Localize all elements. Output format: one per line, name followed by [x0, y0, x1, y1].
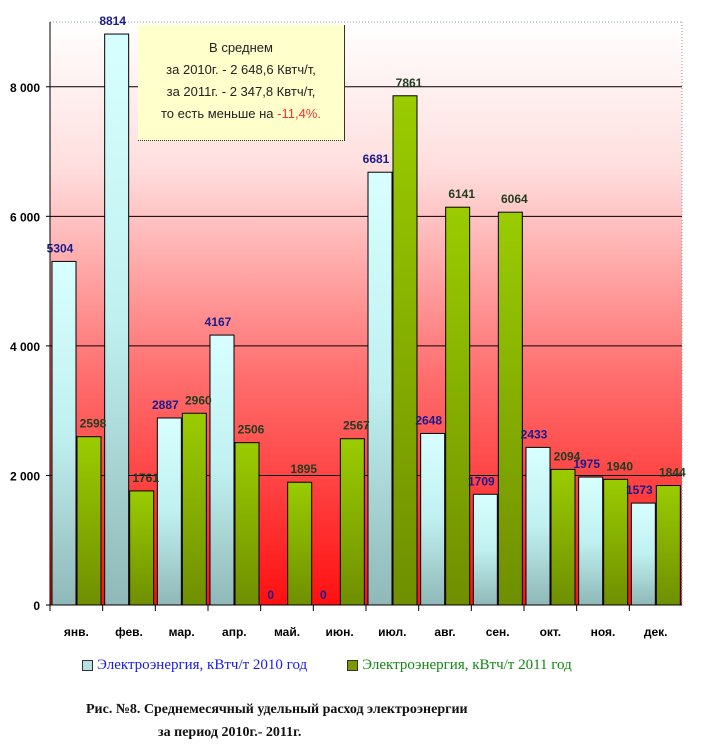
data-label-2011: 6064	[501, 192, 528, 206]
average-annotation: В среднем за 2010г. - 2 648,6 Квтч/т, за…	[138, 25, 345, 141]
bar-2011	[287, 481, 313, 606]
data-label-2011: 2567	[343, 419, 370, 433]
x-tick-label: янв.	[64, 625, 89, 639]
x-tick-label: апр.	[222, 625, 247, 639]
bar-2011	[392, 95, 418, 606]
data-label-2011: 2960	[185, 393, 212, 407]
note-percent: -11,4%.	[277, 106, 321, 121]
x-tick-label: мар.	[169, 625, 195, 639]
caption-line-2: за период 2010г.- 2011г.	[158, 725, 302, 740]
figure-caption: Рис. №8. Среднемесячный удельный расход …	[86, 698, 468, 744]
bar-2010	[367, 171, 393, 606]
bar-2011	[603, 478, 629, 606]
x-tick-label: авг.	[434, 625, 455, 639]
x-tick-label: сен.	[486, 625, 510, 639]
data-label-2010: 0	[267, 588, 274, 602]
data-label-2010: 6681	[363, 152, 390, 166]
x-tick-label: окт.	[540, 625, 562, 639]
y-tick-label: 8 000	[10, 81, 40, 95]
legend: Электроэнергия, кВтч/т 2010 год Электроэ…	[60, 652, 620, 678]
x-tick-label: май.	[274, 625, 300, 639]
data-label-2010: 0	[320, 588, 327, 602]
data-label-2011: 1844	[659, 466, 686, 480]
note-line: за 2011г. - 2 347,8 Квтч/т,	[166, 84, 316, 99]
bar-2011	[445, 206, 471, 606]
data-label-2011: 2598	[80, 417, 107, 431]
bar-2010	[472, 493, 498, 606]
legend-swatch-2010	[82, 659, 93, 671]
data-label-2011: 2094	[554, 449, 581, 463]
bar-2010	[630, 502, 656, 606]
note-prefix: то есть меньше на	[161, 106, 278, 121]
data-label-2010: 1709	[468, 474, 495, 488]
bar-2011	[655, 485, 681, 606]
bar-2010	[209, 334, 235, 606]
bar-2010	[156, 417, 182, 606]
legend-item-2010: Электроэнергия, кВтч/т 2010 год	[82, 657, 307, 674]
data-label-2011: 7861	[396, 76, 423, 90]
bar-2010	[104, 33, 130, 606]
bar-2011	[497, 211, 523, 606]
bar-2011	[550, 468, 576, 606]
data-label-2010: 2648	[415, 413, 442, 427]
x-tick-label: ноя.	[591, 625, 616, 639]
note-line: В среднем	[209, 40, 273, 55]
data-label-2011: 1761	[132, 471, 159, 485]
x-tick-label: фев.	[115, 625, 143, 639]
y-tick-label: 6 000	[10, 210, 40, 224]
data-label-2011: 2506	[238, 423, 265, 437]
legend-swatch-2011	[347, 659, 359, 671]
bar-2011	[76, 436, 102, 606]
legend-item-2011: Электроэнергия, кВтч/т 2011 год	[347, 657, 572, 674]
data-label-2010: 2887	[152, 398, 179, 412]
y-tick-label: 2 000	[10, 469, 40, 483]
data-label-2010: 8814	[99, 14, 126, 28]
note-line: за 2010г. - 2 648,6 Квтч/т,	[166, 62, 316, 77]
bar-2011	[234, 442, 260, 606]
data-label-2011: 6141	[448, 187, 475, 201]
bar-2010	[578, 476, 604, 606]
x-tick-label: дек.	[644, 625, 668, 639]
data-label-2011: 1940	[606, 459, 633, 473]
bar-2011	[181, 412, 207, 606]
caption-line-1: Рис. №8. Среднемесячный удельный расход …	[86, 702, 468, 717]
data-label-2010: 2433	[521, 427, 548, 441]
data-label-2011: 1895	[290, 462, 317, 476]
bar-2011	[129, 490, 155, 606]
note-line: то есть меньше на -11,4%.	[138, 103, 344, 125]
bar-2010	[420, 432, 446, 606]
bar-2010	[525, 446, 551, 606]
data-label-2010: 5304	[47, 241, 74, 255]
bar-2010	[51, 260, 77, 606]
y-tick-label: 0	[33, 599, 40, 613]
legend-label-2011: Электроэнергия, кВтч/т 2011 год	[362, 656, 572, 673]
legend-label-2010: Электроэнергия, кВтч/т 2010 год	[97, 656, 308, 673]
data-label-2010: 1573	[626, 483, 653, 497]
bar-2011	[339, 438, 365, 606]
x-tick-label: июл.	[378, 625, 406, 639]
y-tick-label: 4 000	[10, 340, 40, 354]
data-label-2010: 1975	[573, 457, 600, 471]
x-tick-label: июн.	[326, 625, 354, 639]
data-label-2010: 4167	[205, 315, 232, 329]
